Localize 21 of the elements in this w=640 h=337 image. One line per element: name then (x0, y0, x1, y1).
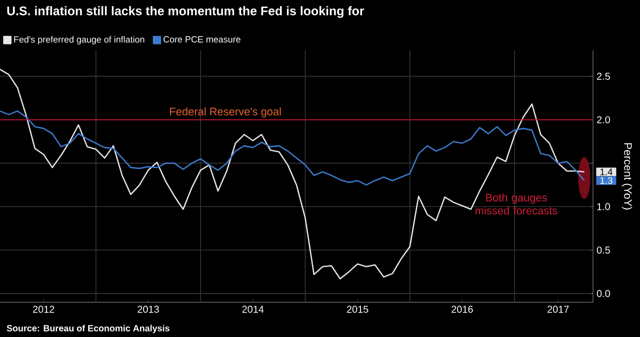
y-tick-label: 0.5 (596, 246, 610, 254)
x-tick-label: 2013 (138, 306, 159, 313)
x-tick-label: 2012 (33, 306, 54, 313)
line-series (0, 68, 585, 280)
legend-label: Core PCE measure (164, 36, 240, 43)
chart-title: U.S. inflation still lacks the momentum the Fed is looking for (7, 6, 364, 18)
y-tick-label: 2.0 (597, 116, 610, 124)
x-tick-label: 2016 (452, 306, 473, 313)
x-tick-label: 2017 (548, 306, 569, 313)
source-note: Source: Bureau of Economic Analysis (6, 324, 170, 334)
y-tick-label: 2.5 (597, 72, 610, 80)
annotation: Both gauges missed forecasts (476, 193, 558, 214)
x-tick-label: 2015 (346, 306, 368, 313)
legend-label: Fed's preferred gauge of inflation (14, 36, 144, 44)
data-label: 1.4 (600, 168, 613, 176)
ref-line-label: Federal Reserve's goal (170, 107, 281, 118)
y-tick-label: 0.0 (596, 290, 610, 298)
data-label: 1.3 (600, 177, 612, 184)
y-axis-title: Percent (YoY) (622, 143, 632, 210)
y-tick-label: 1.0 (597, 203, 610, 210)
x-tick-label: 2014 (242, 306, 264, 313)
